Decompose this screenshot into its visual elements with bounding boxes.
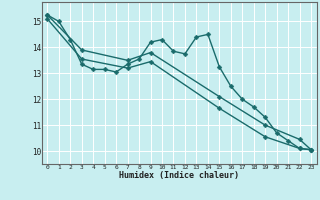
X-axis label: Humidex (Indice chaleur): Humidex (Indice chaleur) (119, 171, 239, 180)
